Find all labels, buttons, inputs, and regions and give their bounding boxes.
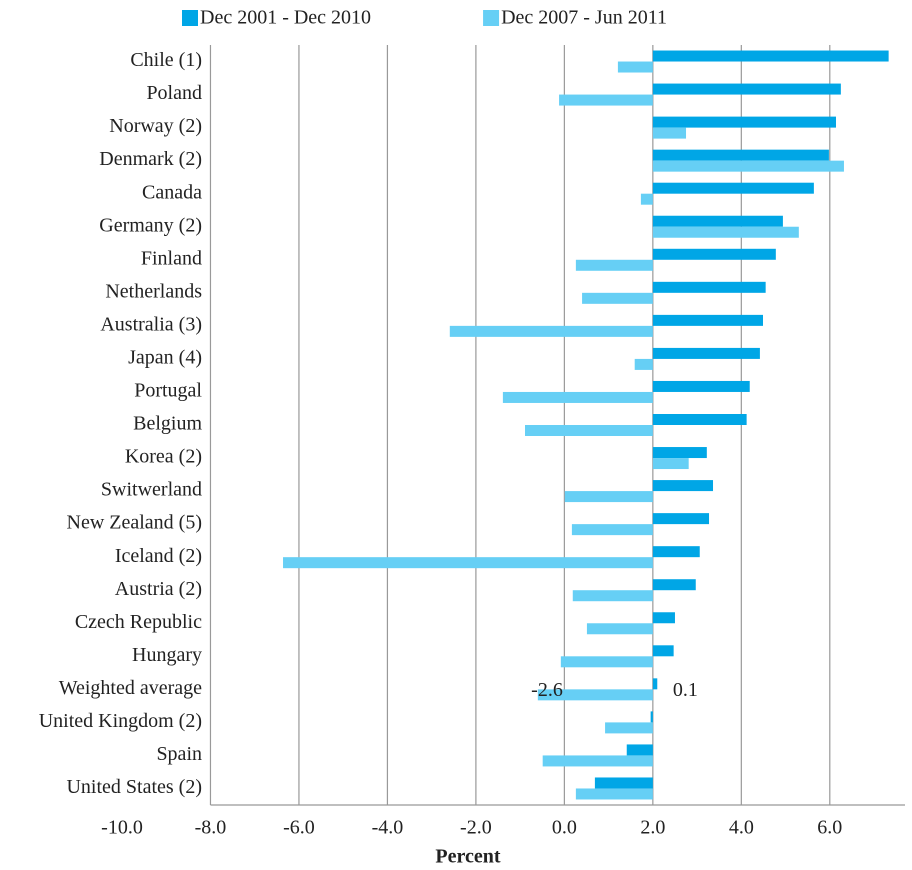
bar	[542, 755, 653, 767]
y-tick-label: Netherlands	[105, 280, 202, 302]
legend-swatch	[483, 10, 500, 26]
y-tick-label: Hungary	[132, 644, 202, 666]
bar	[502, 391, 653, 403]
bar	[537, 689, 653, 701]
bar	[652, 645, 674, 657]
y-tick-label: United Kingdom (2)	[39, 710, 202, 732]
x-tick-label: -4.0	[372, 817, 404, 839]
bar	[652, 116, 836, 128]
y-tick-label: Australia (3)	[100, 313, 202, 335]
legend-label: Dec 2001 - Dec 2010	[200, 7, 371, 29]
x-tick-label: 4.0	[729, 817, 754, 839]
bar	[652, 414, 747, 425]
y-tick-label: Finland	[141, 247, 202, 269]
bar	[652, 447, 707, 459]
bar	[626, 744, 653, 756]
bar	[652, 83, 841, 95]
bar	[283, 557, 653, 569]
x-axis-title: Percent	[435, 846, 500, 868]
y-tick-label: Canada	[142, 181, 202, 203]
bar	[575, 788, 653, 800]
bar	[652, 281, 766, 293]
bar	[594, 777, 653, 789]
y-tick-label: Austria (2)	[115, 578, 202, 600]
bar	[572, 590, 653, 602]
y-tick-label: Japan (4)	[128, 347, 202, 369]
bar	[617, 61, 653, 73]
bar	[560, 656, 653, 668]
y-tick-label: New Zealand (5)	[67, 512, 203, 534]
x-tick-label: -6.0	[283, 817, 315, 839]
y-tick-label: Korea (2)	[125, 446, 202, 468]
bar	[652, 347, 760, 359]
bar	[650, 711, 653, 723]
bar	[652, 380, 750, 392]
x-tick-label: -8.0	[195, 817, 227, 839]
bar	[582, 292, 653, 304]
bar	[652, 678, 658, 690]
bar	[652, 160, 844, 172]
bar	[652, 50, 889, 62]
bar	[652, 546, 700, 558]
bar	[652, 612, 675, 624]
data-label: -2.6	[531, 679, 563, 701]
bar	[559, 94, 653, 106]
y-tick-label: Portugal	[134, 380, 202, 402]
bar	[652, 579, 696, 591]
bar	[575, 259, 653, 271]
bar	[634, 358, 653, 370]
y-tick-label: Iceland (2)	[115, 545, 202, 567]
bar	[652, 215, 783, 227]
y-tick-label: Switwerland	[101, 479, 202, 501]
bar	[605, 722, 653, 734]
bar	[525, 425, 653, 436]
bar	[652, 226, 799, 238]
y-tick-label: Norway (2)	[109, 115, 202, 137]
bar	[652, 127, 687, 139]
y-tick-label: Belgium	[133, 413, 202, 435]
bar	[652, 513, 710, 525]
y-tick-label: United States (2)	[66, 776, 202, 798]
bar	[449, 325, 653, 337]
x-tick-label: -2.0	[460, 817, 492, 839]
data-label: 0.1	[673, 679, 698, 701]
legend-swatch	[182, 10, 198, 26]
x-tick-label: -10.0	[101, 817, 143, 839]
bar	[652, 182, 814, 194]
bar	[652, 480, 714, 492]
y-tick-label: Weighted average	[59, 677, 202, 699]
y-tick-label: Germany (2)	[99, 214, 202, 236]
y-tick-label: Czech Republic	[75, 611, 202, 633]
bar	[652, 248, 776, 260]
x-tick-label: 6.0	[817, 817, 842, 839]
y-tick-label: Chile (1)	[130, 49, 202, 71]
x-tick-label: 0.0	[552, 817, 577, 839]
bar	[652, 458, 689, 470]
y-tick-label: Poland	[146, 82, 202, 104]
bar	[571, 524, 653, 536]
bar	[586, 623, 653, 635]
bar	[640, 193, 653, 205]
bar	[564, 491, 653, 503]
y-tick-label: Spain	[156, 743, 202, 765]
legend-label: Dec 2007 - Jun 2011	[501, 7, 667, 29]
x-tick-label: 2.0	[640, 817, 665, 839]
y-tick-label: Denmark (2)	[99, 148, 202, 170]
bar	[652, 314, 763, 326]
bar	[652, 149, 829, 161]
